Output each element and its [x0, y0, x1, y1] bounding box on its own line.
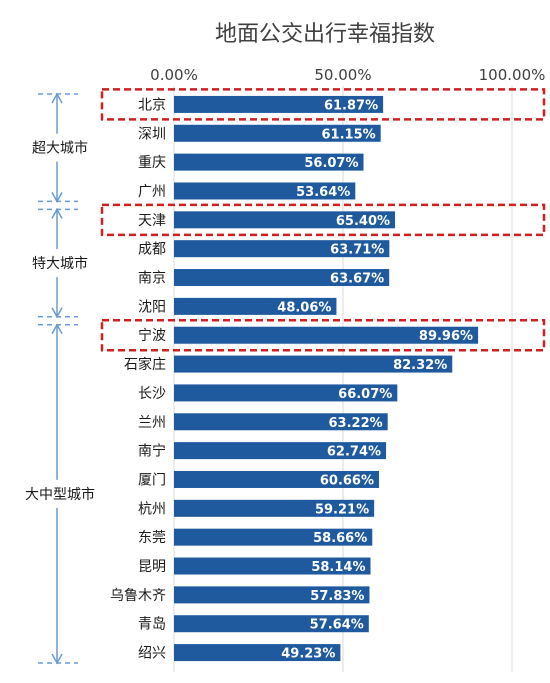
data-label: 60.66% [320, 473, 374, 488]
bar [174, 124, 381, 142]
data-label: 53.64% [296, 185, 350, 200]
group-label: 大中型城市 [25, 486, 95, 503]
x-tick-label: 0.00% [150, 66, 198, 84]
bar [174, 557, 371, 575]
bar [174, 586, 370, 604]
highlight-box [100, 318, 546, 352]
bar [174, 413, 388, 431]
group-label: 超大城市 [32, 140, 88, 157]
data-label: 61.15% [322, 127, 376, 142]
category-label: 兰州 [138, 415, 166, 431]
bar [174, 615, 369, 633]
bar [174, 384, 398, 402]
bar [174, 269, 390, 287]
category-label: 宁波 [138, 327, 166, 344]
category-label: 南宁 [138, 443, 166, 460]
bar [174, 240, 390, 258]
data-label: 57.83% [310, 589, 364, 604]
category-label: 石家庄 [124, 356, 166, 373]
bar [174, 211, 396, 229]
data-label: 66.07% [338, 387, 392, 402]
arrow-up-icon [51, 207, 63, 219]
bar [174, 355, 453, 373]
bar [174, 499, 375, 517]
bar [174, 182, 356, 200]
x-tick-label: 50.00% [314, 66, 371, 84]
category-label: 昆明 [138, 559, 166, 575]
arrow-down-icon [51, 307, 63, 319]
highlight-box [100, 203, 546, 237]
category-label: 杭州 [138, 501, 166, 517]
category-label: 绍兴 [138, 646, 166, 662]
category-label: 东莞 [138, 530, 166, 546]
category-label: 深圳 [138, 126, 166, 142]
data-label: 59.21% [315, 502, 369, 517]
data-label: 62.74% [327, 445, 381, 460]
category-label: 重庆 [138, 155, 166, 171]
bar [174, 153, 364, 171]
category-label: 长沙 [138, 386, 166, 402]
group-label: 特大城市 [32, 255, 88, 272]
data-label: 82.32% [393, 358, 447, 373]
category-label: 青岛 [138, 617, 166, 633]
arrow-down-icon [51, 653, 63, 665]
x-axis-ticks: 0.00% 50.00% 100.00% [150, 66, 545, 84]
category-label: 北京 [138, 97, 166, 113]
category-label: 乌鲁木齐 [110, 588, 166, 604]
arrow-down-icon [51, 192, 63, 203]
data-label: 49.23% [281, 647, 335, 662]
category-label: 成都 [138, 242, 166, 258]
bar [174, 297, 337, 315]
data-label: 58.66% [313, 531, 367, 546]
data-label: 63.67% [330, 272, 384, 287]
category-label: 南京 [138, 271, 166, 287]
data-label: 63.22% [329, 416, 383, 431]
bar [174, 442, 387, 460]
x-tick-label: 100.00% [479, 66, 546, 84]
bar [174, 95, 384, 113]
data-label: 63.71% [330, 243, 384, 258]
category-label: 沈阳 [138, 299, 166, 315]
bar [174, 326, 479, 344]
data-label: 58.14% [311, 560, 365, 575]
data-label: 56.07% [304, 156, 358, 171]
arrow-up-icon [51, 92, 63, 104]
bar [174, 644, 341, 662]
bar [174, 528, 373, 546]
grid [173, 86, 513, 672]
data-label: 65.40% [336, 214, 390, 229]
bar [174, 470, 380, 488]
category-label: 广州 [138, 184, 166, 200]
data-label: 48.06% [277, 300, 331, 315]
highlight-box [100, 88, 546, 121]
highlight-boxes [100, 88, 546, 352]
category-label: 天津 [138, 213, 166, 229]
data-label: 57.64% [310, 618, 364, 633]
chart-title: 地面公交出行幸福指数 [215, 22, 435, 47]
data-label: 61.87% [324, 98, 378, 113]
bars: 北京 61.87% 深圳 61.15% 重庆 56.07% 广州 53.64% 天津 65.40%… [110, 95, 479, 662]
data-label: 89.96% [419, 329, 473, 344]
category-label: 厦门 [138, 472, 166, 488]
arrow-up-icon [51, 323, 63, 335]
